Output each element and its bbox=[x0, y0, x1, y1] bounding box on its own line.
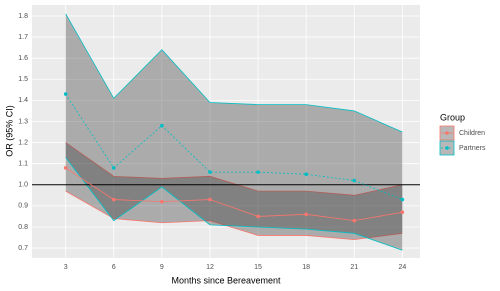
point bbox=[63, 166, 68, 170]
point bbox=[352, 218, 357, 223]
y-tick-label: 1.0 bbox=[18, 182, 28, 189]
point bbox=[256, 170, 260, 174]
point bbox=[304, 212, 308, 217]
point bbox=[256, 214, 260, 219]
point bbox=[400, 197, 405, 202]
estimate-line bbox=[65, 167, 403, 222]
y-tick-label: 0.7 bbox=[18, 245, 28, 252]
ci-ribbon bbox=[65, 142, 403, 240]
y-tick-label: 1.4 bbox=[18, 97, 28, 104]
x-tick-label: 18 bbox=[302, 264, 310, 271]
x-tick-label: 12 bbox=[206, 264, 214, 271]
point bbox=[304, 172, 308, 177]
x-tick-label: 21 bbox=[350, 264, 358, 271]
point bbox=[63, 92, 68, 96]
x-tick-label: 15 bbox=[254, 264, 262, 271]
legend-key-point bbox=[445, 131, 449, 135]
y-tick-label: 1.7 bbox=[18, 34, 28, 41]
x-tick-label: 24 bbox=[398, 264, 406, 271]
y-axis-title: OR (95% CI) bbox=[4, 105, 14, 157]
x-tick-label: 3 bbox=[64, 264, 68, 271]
point bbox=[160, 123, 164, 128]
x-tick-label: 9 bbox=[160, 264, 164, 271]
y-tick-label: 1.5 bbox=[18, 76, 28, 83]
x-tick-label: 6 bbox=[112, 264, 116, 271]
point bbox=[400, 210, 405, 215]
panel bbox=[32, 5, 420, 258]
ci-ribbon bbox=[65, 13, 403, 251]
point bbox=[111, 166, 116, 170]
y-tick-label: 1.6 bbox=[18, 55, 28, 62]
legend-label: Partners bbox=[459, 145, 486, 152]
legend-title: Group bbox=[440, 112, 465, 122]
ci-lower-line bbox=[65, 157, 403, 251]
ci-lower-line bbox=[65, 190, 403, 241]
point bbox=[111, 197, 116, 202]
y-tick-label: 1.2 bbox=[18, 139, 28, 146]
point bbox=[208, 170, 212, 174]
point bbox=[160, 199, 164, 204]
point bbox=[208, 197, 212, 202]
ci-upper-line bbox=[65, 142, 403, 196]
point bbox=[352, 178, 357, 183]
y-tick-label: 1.3 bbox=[18, 118, 28, 125]
y-tick-label: 1.1 bbox=[18, 161, 28, 168]
legend-key-point bbox=[445, 146, 449, 150]
x-axis-title: Months since Bereavement bbox=[171, 275, 281, 285]
ci-upper-line bbox=[65, 13, 403, 133]
y-tick-label: 0.8 bbox=[18, 224, 28, 231]
y-tick-label: 1.8 bbox=[18, 13, 28, 20]
legend-label: Children bbox=[459, 130, 485, 137]
y-tick-label: 0.9 bbox=[18, 203, 28, 210]
